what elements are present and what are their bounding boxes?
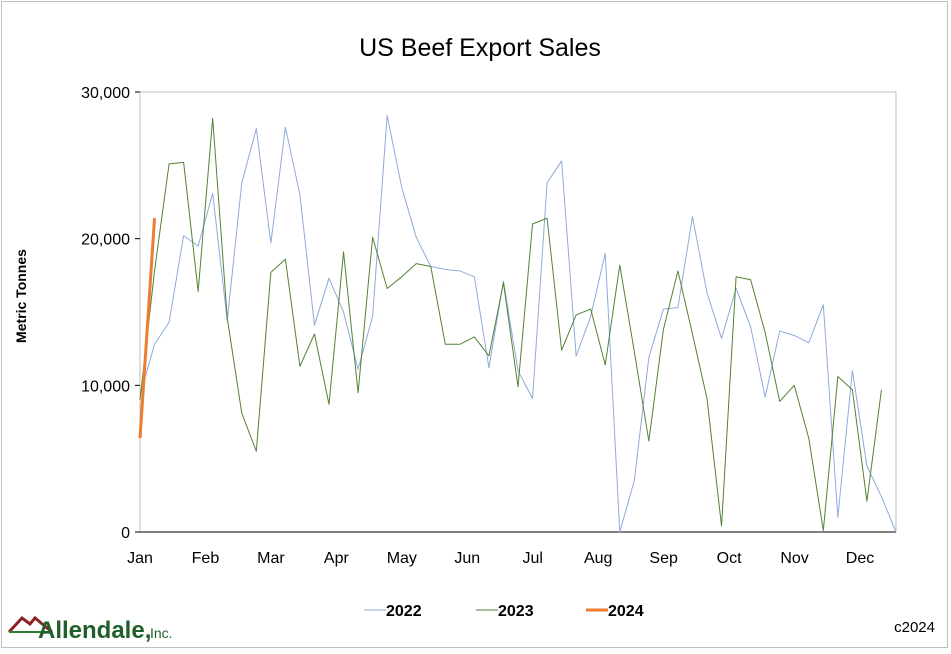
x-tick-label: Jul: [523, 550, 543, 567]
y-axis: 0 10,000 20,000 30,000: [81, 85, 140, 542]
x-tick-label: Dec: [846, 550, 874, 567]
x-tick-label: Jun: [454, 550, 480, 567]
copyright-text: c2024: [894, 619, 935, 636]
chart-title: US Beef Export Sales: [359, 34, 601, 62]
logo-text: Allendale,: [38, 617, 151, 644]
legend-label: 2024: [608, 603, 644, 620]
x-tick-label: May: [387, 550, 417, 567]
x-tick-label: Aug: [584, 550, 612, 567]
y-tick-label: 30,000: [81, 85, 130, 102]
x-tick-label: Nov: [780, 550, 808, 567]
legend-label: 2023: [498, 603, 534, 620]
x-tick-label: Jan: [127, 550, 153, 567]
y-axis-label: Metric Tonnes: [13, 249, 29, 343]
series-line-2024: [138, 218, 157, 439]
y-tick-label: 0: [121, 525, 130, 542]
logo-suffix: Inc.: [150, 625, 173, 641]
y-tick-label: 10,000: [81, 378, 130, 395]
x-tick-label: Oct: [717, 550, 742, 567]
legend: 2022 2023 2024: [364, 603, 644, 620]
legend-label: 2022: [386, 603, 422, 620]
y-tick-label: 20,000: [81, 232, 130, 249]
x-axis: Jan Feb Mar Apr May Jun Jul Aug Sep Oct Nov Dec: [127, 531, 896, 567]
series-line-2023: [139, 117, 882, 532]
x-tick-label: Sep: [649, 550, 678, 567]
x-tick-label: Apr: [324, 550, 350, 567]
x-tick-label: Feb: [192, 550, 220, 567]
series-layer: [138, 114, 897, 533]
plot-area: [139, 91, 897, 533]
allendale-logo: Allendale, Inc.: [7, 610, 188, 646]
logo-roof-icon: [7, 615, 53, 634]
series-line-2022: [139, 114, 897, 533]
x-tick-label: Mar: [257, 550, 285, 567]
